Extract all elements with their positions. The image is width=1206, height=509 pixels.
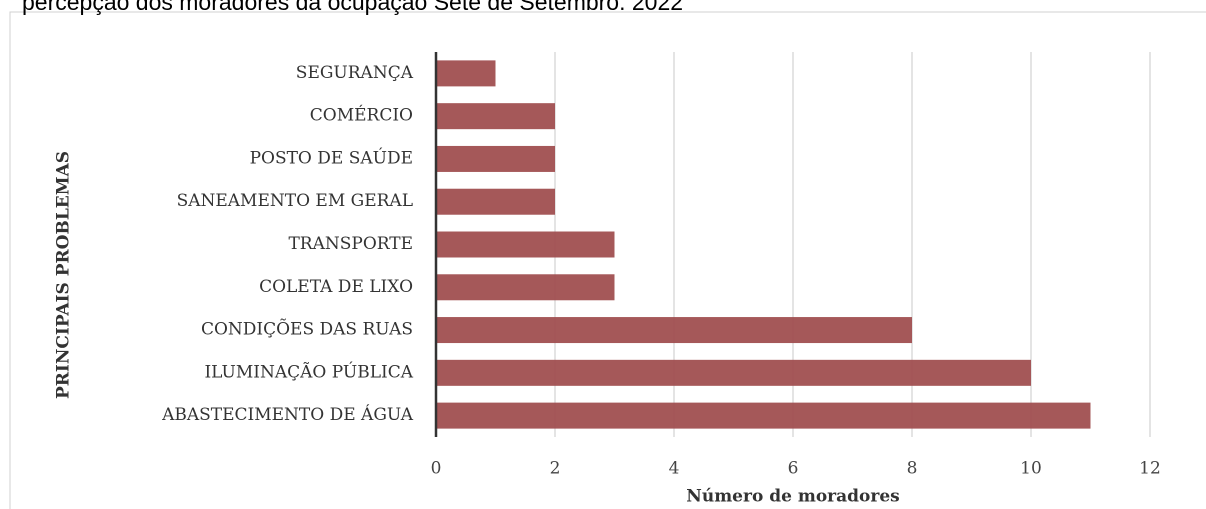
x-tick-label: 6 <box>788 459 799 479</box>
x-axis-label: Número de moradores <box>686 487 899 507</box>
bar <box>436 317 912 344</box>
x-tick-label: 10 <box>1020 459 1042 479</box>
y-tick-label: COMÉRCIO <box>310 105 413 126</box>
chart-title: percepção dos moradores da ocupação Sete… <box>22 0 683 15</box>
x-tick-label: 0 <box>431 459 442 479</box>
bar <box>436 359 1031 386</box>
y-tick-label: SANEAMENTO EM GERAL <box>177 191 413 211</box>
y-axis-label: PRINCIPAIS PROBLEMAS <box>54 151 74 399</box>
y-tick-label: CONDIÇÕES DAS RUAS <box>201 319 413 340</box>
x-tick-label: 12 <box>1139 459 1161 479</box>
y-tick-label: TRANSPORTE <box>288 234 413 254</box>
bar <box>436 188 555 215</box>
bar <box>436 402 1091 429</box>
y-tick-label: ILUMINAÇÃO PÚBLICA <box>204 361 413 382</box>
x-tick-label: 4 <box>669 459 680 479</box>
bar <box>436 274 615 301</box>
y-tick-label: COLETA DE LIXO <box>259 277 413 297</box>
y-tick-label: POSTO DE SAÚDE <box>250 147 413 168</box>
bar <box>436 60 496 87</box>
y-tick-label: ABASTECIMENTO DE ÁGUA <box>161 404 414 425</box>
bar <box>436 145 555 172</box>
chart-frame <box>9 11 1206 509</box>
x-tick-label: 2 <box>550 459 561 479</box>
y-tick-label: SEGURANÇA <box>296 63 414 83</box>
bar <box>436 103 555 130</box>
x-tick-label: 8 <box>907 459 918 479</box>
bar <box>436 231 615 258</box>
